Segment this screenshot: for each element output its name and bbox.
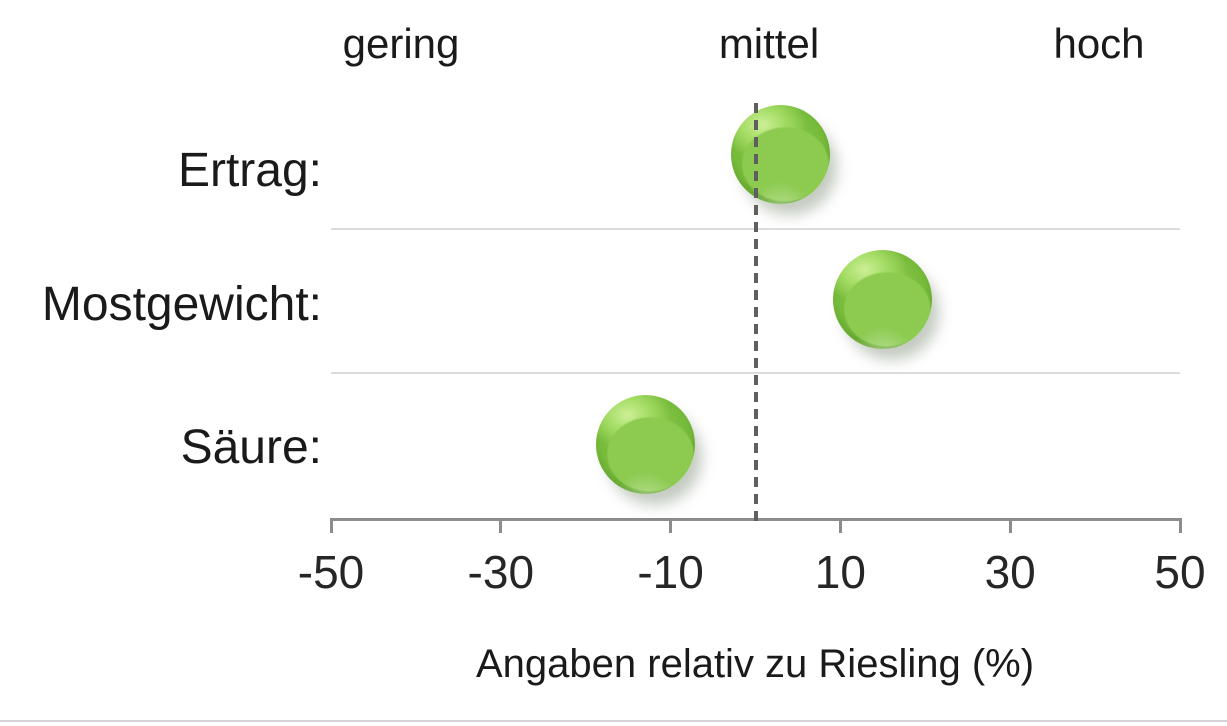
x-axis-tick-label: -30	[467, 546, 535, 598]
row-label-ertrag: Ertrag:	[177, 144, 322, 197]
x-axis-tick-label: 10	[814, 546, 866, 598]
x-axis-tick	[838, 518, 842, 533]
x-axis-tick	[1008, 518, 1012, 533]
x-axis-tick	[329, 518, 333, 533]
zone-label-mittel: mittel	[718, 20, 820, 67]
zero-reference-line	[753, 103, 758, 521]
x-axis-tick-label: -50	[297, 546, 365, 598]
x-axis-tick-label: -10	[637, 546, 704, 598]
zone-label-gering: gering	[342, 20, 460, 67]
x-axis-tick-label: 30	[984, 546, 1036, 598]
x-axis-title: Angaben relativ zu Riesling (%)	[475, 642, 1035, 686]
x-axis-tick	[1178, 518, 1182, 533]
x-axis-tick-label: 50	[1154, 546, 1206, 598]
row-label-saeure: Säure:	[180, 421, 322, 474]
row-label-mostgewicht: Mostgewicht:	[41, 278, 322, 331]
zone-label-hoch: hoch	[1053, 20, 1145, 67]
x-axis-tick	[669, 518, 673, 533]
bottom-edge-line	[0, 720, 1227, 722]
data-bubble-mostgewicht	[833, 250, 933, 349]
x-axis-tick	[499, 518, 503, 533]
data-bubble-ertrag	[731, 105, 831, 204]
data-bubble-saeure	[595, 395, 695, 494]
